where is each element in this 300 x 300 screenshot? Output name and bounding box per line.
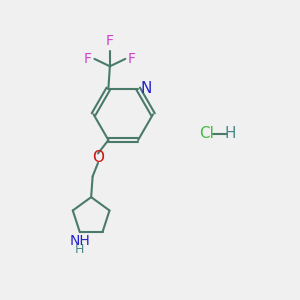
Text: F: F bbox=[84, 52, 92, 66]
Text: H: H bbox=[224, 126, 236, 141]
Text: F: F bbox=[128, 52, 136, 66]
Text: H: H bbox=[75, 243, 85, 256]
Text: N: N bbox=[140, 81, 152, 96]
Text: Cl: Cl bbox=[199, 126, 214, 141]
Text: F: F bbox=[106, 34, 114, 49]
Text: O: O bbox=[92, 150, 104, 165]
Text: NH: NH bbox=[69, 235, 90, 248]
